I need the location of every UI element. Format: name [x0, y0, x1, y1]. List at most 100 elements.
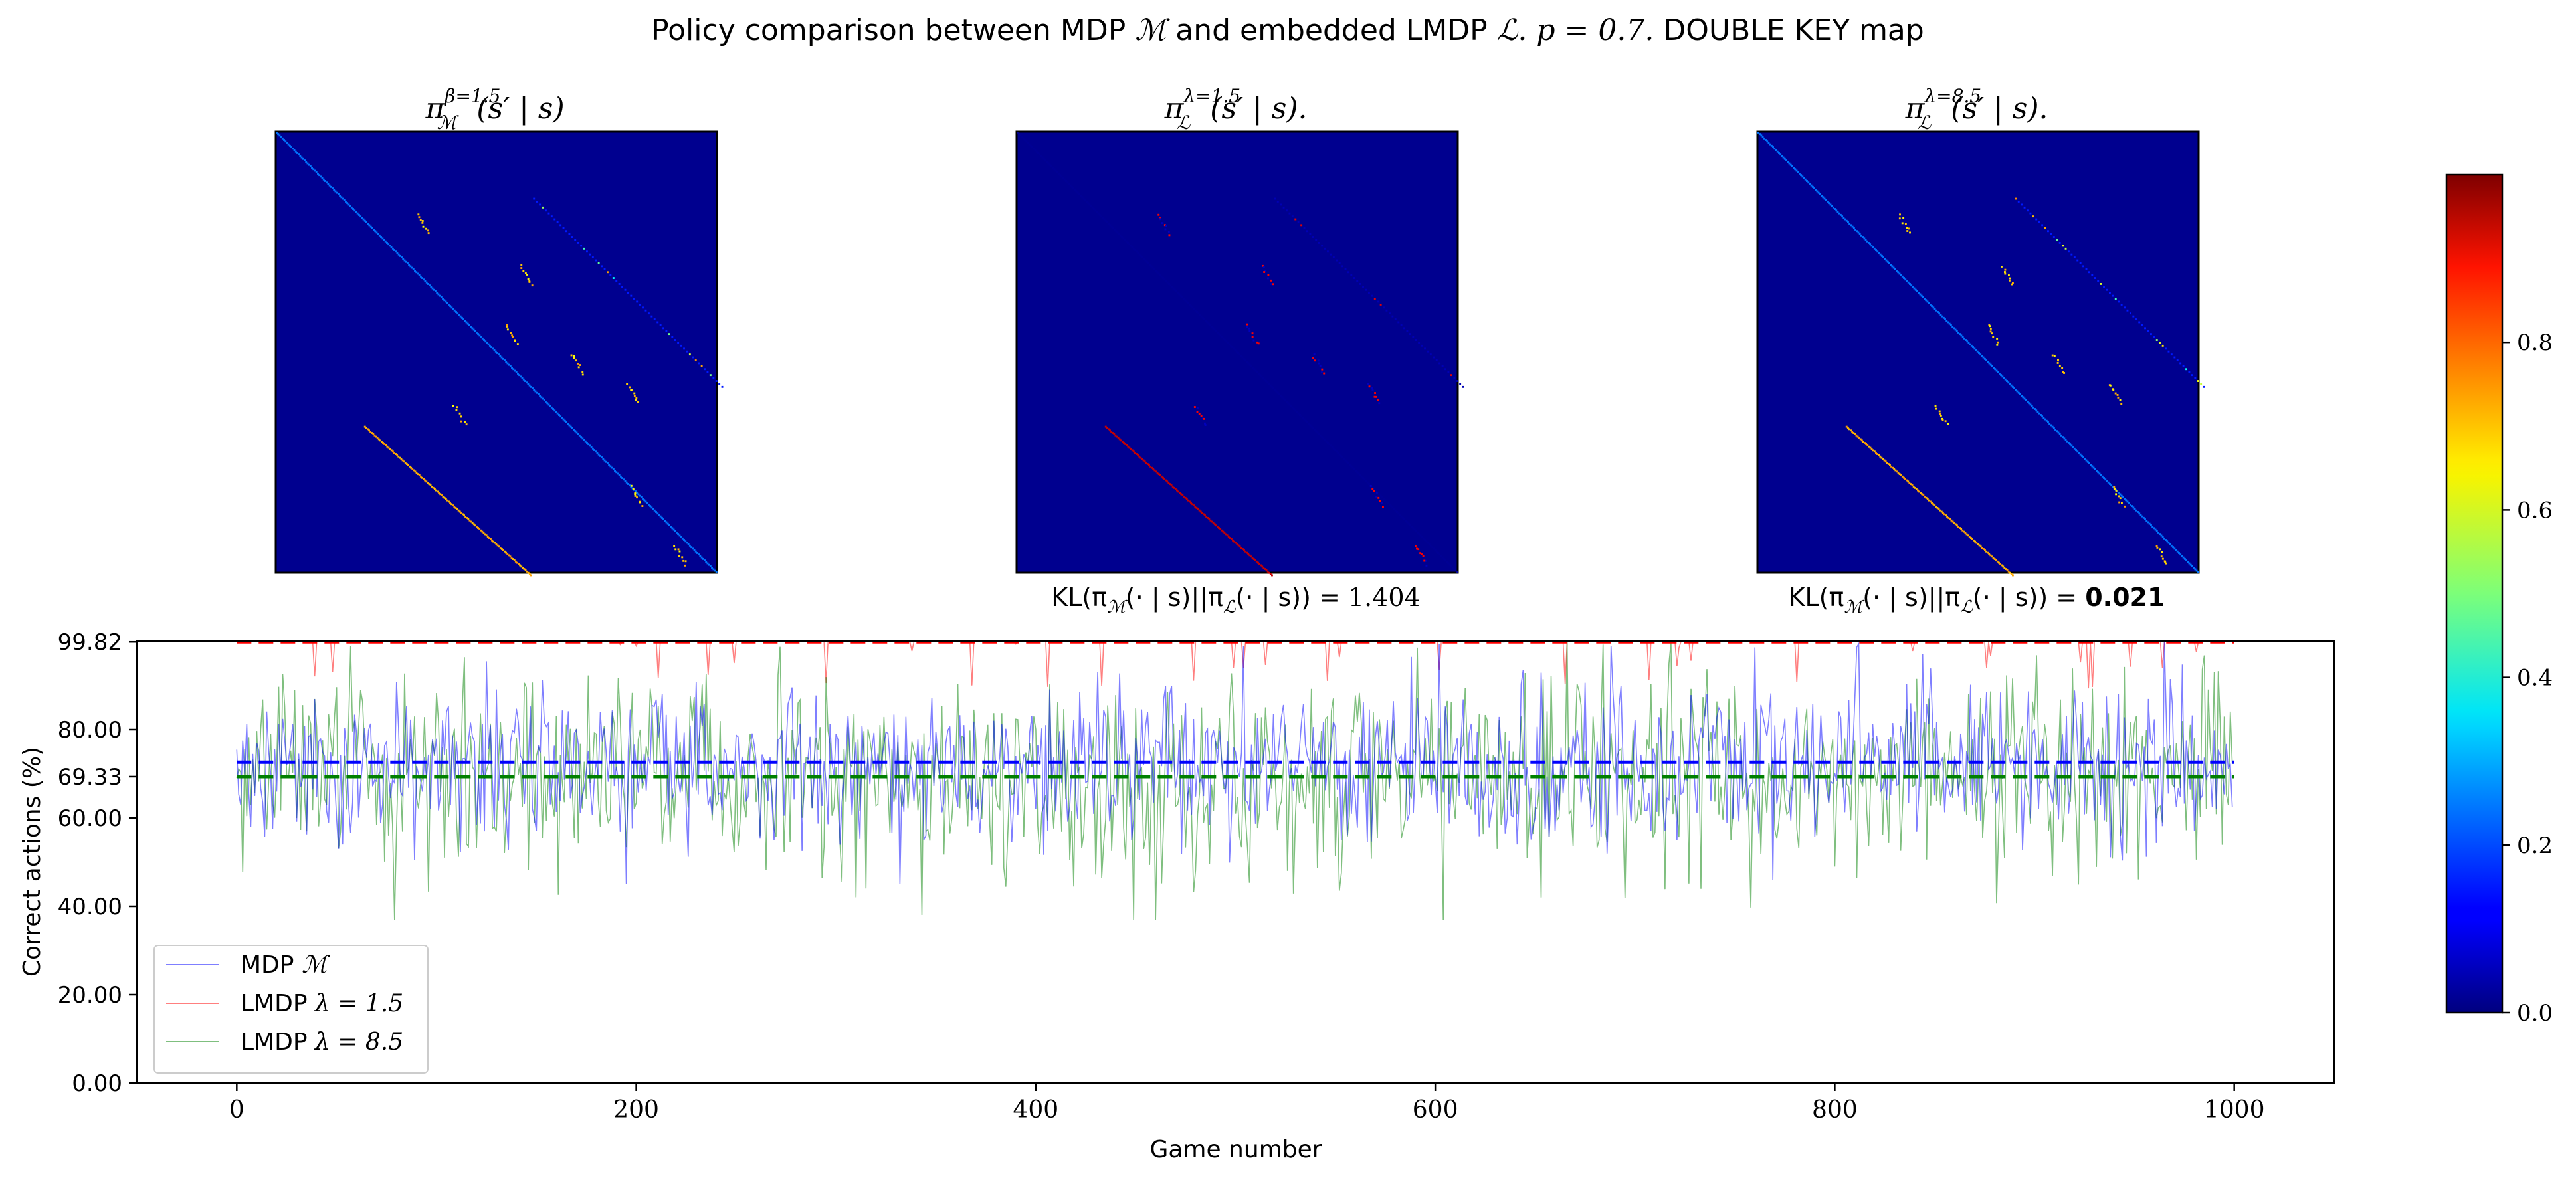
heatmap-cell [1211, 326, 1213, 328]
heatmap-cell [1228, 343, 1231, 345]
heatmap-cell [1937, 311, 1939, 313]
heatmap-cell [571, 236, 573, 238]
heatmap-cell [2073, 256, 2076, 258]
heatmap-cell [412, 268, 415, 270]
heatmap-cell [2090, 464, 2092, 466]
colorbar-tick-label: 0.4 [2517, 665, 2553, 692]
heatmap-cell [1110, 225, 1113, 228]
line-chart: 0 200 400 600 800 1000 0.0020.0040.0060.0069.… [19, 629, 2335, 1163]
heatmap-cell [1901, 222, 1904, 225]
heatmap-cell [1209, 324, 1211, 326]
heatmap-cell [1816, 190, 1819, 193]
heatmap-cell [506, 328, 509, 331]
heatmap-cell [2153, 527, 2155, 530]
heatmap-cell [2009, 277, 2011, 280]
heatmap-cell [550, 215, 553, 218]
heatmap-cell [1327, 442, 1329, 444]
heatmap-cell [1321, 368, 1324, 371]
heatmap-cell [1120, 439, 1122, 442]
heatmap-cell [1963, 530, 1965, 533]
heatmap-cell [281, 137, 284, 140]
heatmap-cell [1122, 237, 1125, 240]
heatmap-cell [436, 292, 439, 294]
heatmap-cell [1904, 278, 1907, 281]
heatmap-cell [1419, 552, 1422, 555]
heatmap-cell [615, 280, 618, 282]
heatmap-cell [375, 435, 377, 438]
heatmap-cell [1341, 265, 1343, 268]
heatmap-cell [462, 318, 464, 320]
heatmap-cell [1261, 565, 1264, 568]
heatmap-cell [2006, 569, 2009, 571]
heatmap-cell [577, 242, 579, 244]
heatmap-cell [367, 428, 369, 431]
heatmap-cell [540, 396, 543, 399]
heatmap-cell [639, 304, 641, 306]
heatmap-cell [1262, 264, 1264, 267]
heatmap-cell [1987, 551, 1989, 554]
heatmap-cell [2019, 393, 2021, 395]
heatmap-cell [333, 189, 336, 191]
heatmap-cell [1407, 522, 1410, 525]
heatmap-cell [1815, 189, 1817, 191]
heatmap-cell [2103, 286, 2105, 288]
heatmap-cell [2082, 265, 2084, 268]
heatmap-cell [1884, 258, 1886, 260]
heatmap-cell [1856, 230, 1858, 233]
heatmap-cell [395, 250, 397, 253]
heatmap-cell [1053, 168, 1056, 171]
heatmap-cell [1421, 536, 1423, 538]
heatmap-cell [499, 547, 502, 549]
heatmap-cell [1078, 193, 1080, 195]
heatmap-cell [1157, 272, 1160, 275]
heatmap-cell [580, 436, 583, 439]
heatmap-cell [1269, 384, 1272, 387]
heatmap-cell [662, 518, 664, 520]
heatmap-cell [1910, 284, 1913, 287]
heatmap-cell [2022, 396, 2025, 399]
heatmap-cell [1894, 268, 1896, 270]
heatmap-cell [1378, 402, 1381, 405]
heatmap-cell [2197, 380, 2199, 382]
heatmap-cell [1979, 545, 1982, 548]
heatmap-cell [477, 527, 479, 529]
heatmap-cell [1377, 496, 1380, 499]
heatmap-cell [630, 486, 633, 488]
heatmap-cell [573, 355, 575, 357]
heatmap-cell [642, 306, 644, 309]
heatmap-cell [1433, 547, 1435, 550]
heatmap-cell [1948, 322, 1951, 325]
heatmap-cell [1338, 262, 1341, 264]
heatmap-cell [1932, 503, 1935, 506]
heatmap-cell [1262, 567, 1265, 569]
heatmap-cell [1282, 206, 1285, 209]
heatmap-cell [1246, 323, 1248, 326]
heatmap-cell [1108, 428, 1110, 431]
heatmap-cell [577, 366, 580, 369]
heatmap-cell [607, 462, 609, 464]
heatmap-cell [1862, 236, 1864, 238]
heatmap-cell [1104, 219, 1107, 222]
heatmap-cell [1982, 548, 1985, 550]
heatmap-cell [1403, 518, 1405, 520]
heatmap-cell [702, 557, 704, 560]
heatmap-cell [383, 239, 385, 241]
heatmap-cell [504, 359, 506, 361]
heatmap-cell [1264, 568, 1266, 570]
heatmap-cell [1118, 438, 1121, 441]
heatmap-cell [1360, 475, 1363, 478]
heatmap-cell [1072, 187, 1074, 189]
heatmap-cell [1845, 425, 1848, 428]
heatmap-cell [1995, 369, 1998, 372]
heatmap-cell [1964, 532, 1967, 534]
heatmap-cell [1996, 560, 1999, 563]
heatmap-cell [1267, 274, 1270, 276]
heatmap-cell [674, 339, 676, 341]
heatmap-cell [1391, 506, 1394, 509]
heatmap-cell [1345, 460, 1348, 463]
heatmap-cell [2004, 272, 2007, 275]
heatmap-cell [672, 528, 675, 531]
heatmap-cell [1852, 432, 1855, 434]
heatmap-cell [1063, 178, 1066, 181]
heatmap-cell [2115, 493, 2118, 496]
